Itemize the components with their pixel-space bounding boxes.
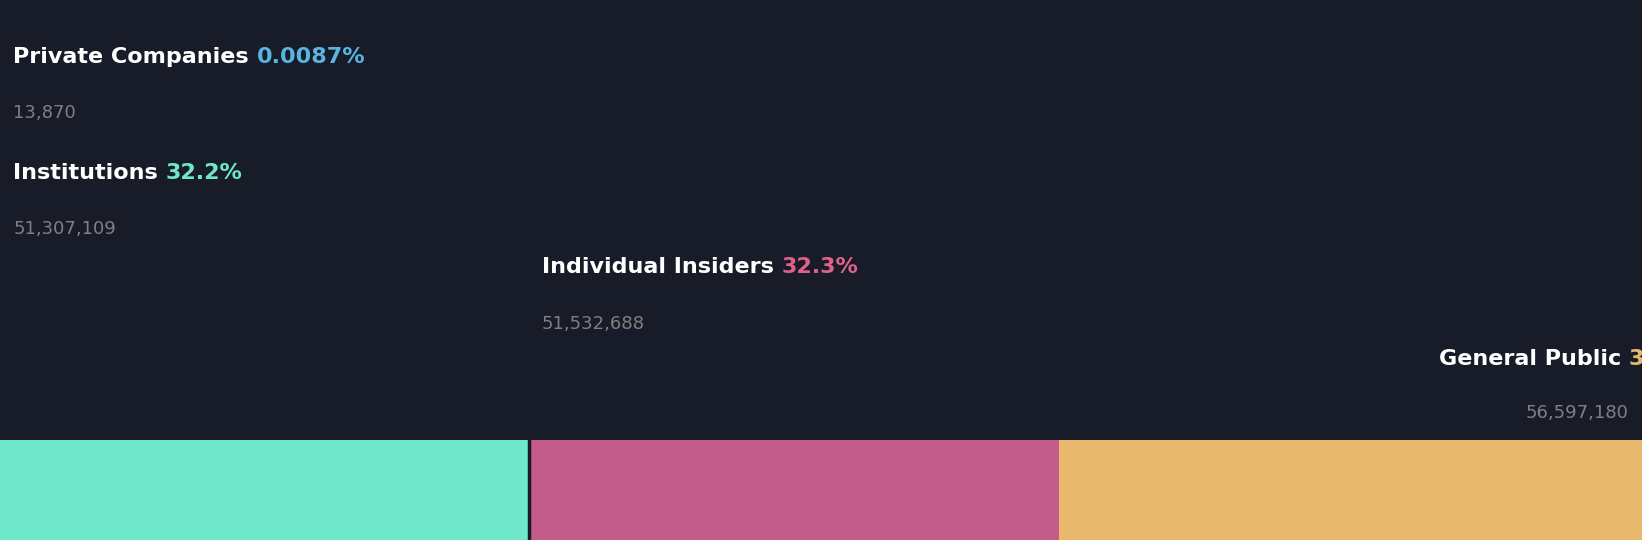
Text: General Public: General Public — [1438, 349, 1629, 369]
Text: 35.5%: 35.5% — [1629, 349, 1642, 369]
Text: 13,870: 13,870 — [13, 104, 76, 123]
Bar — [529, 440, 1059, 540]
Text: 51,307,109: 51,307,109 — [13, 220, 117, 239]
Text: 32.2%: 32.2% — [166, 163, 243, 183]
Bar — [0, 440, 529, 540]
Text: 56,597,180: 56,597,180 — [1525, 404, 1629, 422]
Bar — [1059, 440, 1642, 540]
Text: 51,532,688: 51,532,688 — [542, 315, 645, 333]
Text: Private Companies: Private Companies — [13, 46, 256, 67]
Text: Institutions: Institutions — [13, 163, 166, 183]
Text: 0.0087%: 0.0087% — [256, 46, 365, 67]
Text: Individual Insiders: Individual Insiders — [542, 257, 782, 278]
Text: 32.3%: 32.3% — [782, 257, 859, 278]
